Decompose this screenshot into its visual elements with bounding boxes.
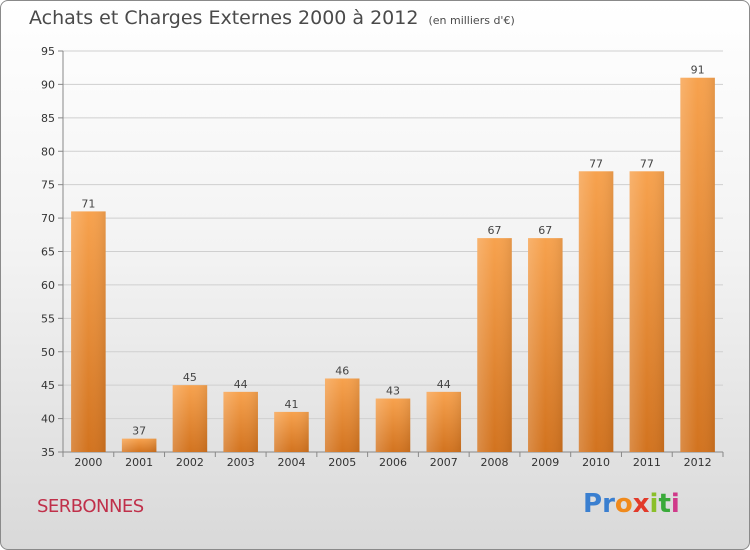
logo-letter: o — [614, 489, 633, 519]
value-label: 43 — [386, 385, 400, 398]
x-tick-label: 2001 — [125, 456, 153, 469]
axes: 35 40 45 50 55 60 65 70 75 80 85 90 95 2000 2001 2002 20… — [41, 45, 724, 469]
x-tick-label: 2012 — [684, 456, 712, 469]
x-tick-label: 2006 — [379, 456, 407, 469]
x-tick-label: 2005 — [328, 456, 356, 469]
bar-shade-2008 — [477, 238, 512, 452]
bars — [71, 77, 715, 453]
proxiti-logo[interactable]: Proxiti — [583, 489, 680, 519]
value-label: 67 — [488, 224, 502, 237]
bar-shade-2000 — [71, 211, 106, 452]
y-tick-label: 40 — [41, 413, 55, 426]
value-label: 77 — [640, 157, 654, 170]
bar-shade-2011 — [629, 171, 665, 453]
bar-shade-2009 — [528, 238, 563, 452]
x-tick-label: 2009 — [531, 456, 559, 469]
chart-title: Achats et Charges Externes 2000 à 2012 (e… — [29, 7, 515, 29]
value-label: 37 — [132, 425, 146, 438]
y-tick-label: 80 — [41, 145, 55, 158]
y-tick-label: 35 — [41, 446, 55, 459]
y-tick-label: 90 — [41, 78, 55, 91]
value-label: 41 — [284, 398, 298, 411]
logo-letter: t — [658, 489, 671, 519]
x-tick-label: 2004 — [277, 456, 305, 469]
y-tick-label: 45 — [41, 379, 55, 392]
bar-shade-2005 — [324, 378, 360, 452]
value-label: 67 — [538, 224, 552, 237]
x-tick-label: 2003 — [227, 456, 255, 469]
logo-letter: i — [670, 489, 680, 519]
value-label: 71 — [81, 197, 95, 210]
bar-shade-2007 — [426, 391, 462, 452]
value-label: 91 — [691, 64, 705, 77]
bar-shade-2002 — [172, 385, 208, 452]
logo-letter: x — [632, 489, 650, 519]
x-tick-label: 2000 — [74, 456, 102, 469]
value-label: 77 — [589, 157, 603, 170]
chart-title-text: Achats et Charges Externes 2000 à 2012 — [29, 7, 419, 29]
y-tick-label: 60 — [41, 279, 55, 292]
x-tick-label: 2007 — [430, 456, 458, 469]
logo-letter: P — [583, 489, 603, 519]
y-tick-label: 85 — [41, 112, 55, 125]
y-tick-label: 50 — [41, 346, 55, 359]
y-tick-label: 55 — [41, 312, 55, 325]
chart-subtitle: (en milliers d'€) — [428, 14, 515, 27]
bar-shade-2006 — [375, 398, 411, 452]
bar-shade-2012 — [680, 77, 715, 452]
x-tick-label: 2011 — [633, 456, 661, 469]
value-label: 44 — [437, 378, 451, 391]
y-tick-label: 70 — [41, 212, 55, 225]
value-label: 46 — [335, 364, 349, 377]
value-labels: 71 37 45 44 41 46 43 44 67 67 77 77 91 — [81, 64, 704, 438]
x-tick-label: 2002 — [176, 456, 204, 469]
x-tick-label: 2008 — [481, 456, 509, 469]
x-tick-label: 2010 — [582, 456, 610, 469]
logo-letter: r — [602, 489, 615, 519]
y-tick-label: 75 — [41, 179, 55, 192]
value-label: 44 — [234, 378, 248, 391]
bar-shade-2003 — [223, 391, 258, 452]
y-tick-label: 65 — [41, 246, 55, 259]
bar-shade-2010 — [578, 171, 614, 453]
bar-shade-2001 — [121, 438, 157, 452]
logo-letter: i — [649, 489, 659, 519]
y-tick-label: 95 — [41, 45, 55, 58]
value-label: 45 — [183, 371, 197, 384]
bar-shade-2004 — [274, 411, 309, 452]
commune-name: SERBONNES — [37, 496, 144, 517]
